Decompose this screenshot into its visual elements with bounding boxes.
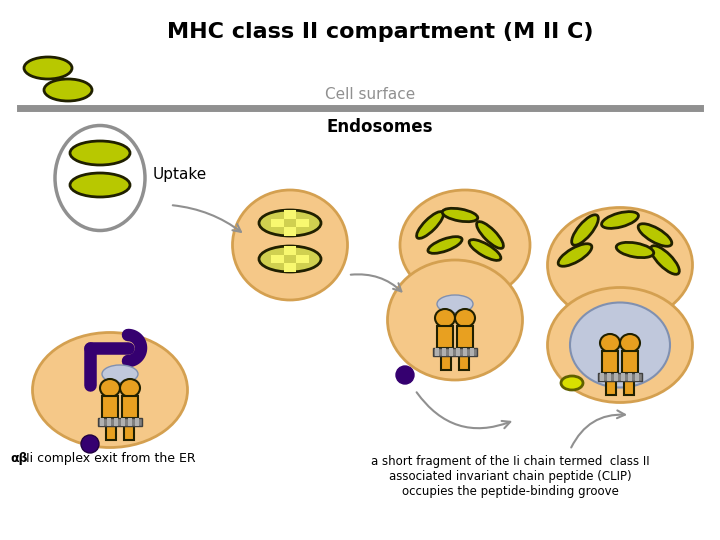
Bar [602,351,618,373]
Bar [437,326,453,348]
Bar [457,326,473,348]
Ellipse shape [651,246,679,274]
Bar [122,396,138,418]
Bar [606,381,616,395]
Ellipse shape [44,79,92,101]
Bar [135,418,139,426]
Text: αβ: αβ [10,452,27,465]
Ellipse shape [233,190,348,300]
Bar [296,255,309,264]
Bar [463,348,467,356]
Bar [114,418,118,426]
Bar [470,348,474,356]
Bar [628,373,632,381]
FancyArrowPatch shape [351,274,401,292]
Text: Ii complex exit from the ER: Ii complex exit from the ER [26,452,196,465]
Ellipse shape [437,295,473,313]
FancyArrowPatch shape [173,205,241,232]
Bar [271,255,284,264]
Bar [284,210,296,219]
Ellipse shape [435,309,455,327]
Ellipse shape [55,125,145,231]
Bar [98,418,142,426]
Ellipse shape [620,334,640,352]
Ellipse shape [570,302,670,388]
Ellipse shape [442,208,478,222]
Bar [459,356,469,370]
FancyArrowPatch shape [417,392,510,428]
Ellipse shape [638,224,672,246]
Bar [621,373,625,381]
Bar [433,348,477,356]
FancyArrowPatch shape [571,410,625,448]
Bar [100,418,104,426]
Bar [607,373,611,381]
Bar [284,246,296,255]
Ellipse shape [572,215,598,245]
Ellipse shape [547,287,693,402]
Ellipse shape [547,207,693,322]
Bar [449,348,453,356]
Bar [598,373,642,381]
Circle shape [396,366,414,384]
Ellipse shape [259,210,321,236]
Ellipse shape [100,379,120,397]
Ellipse shape [400,190,530,300]
Ellipse shape [417,212,444,239]
Ellipse shape [102,365,138,383]
Bar [106,426,116,440]
Bar [624,381,634,395]
Ellipse shape [600,334,620,352]
Text: Endosomes: Endosomes [327,118,433,136]
Ellipse shape [32,333,187,448]
Bar [284,227,296,236]
Ellipse shape [70,141,130,165]
Ellipse shape [558,244,592,266]
Bar [107,418,111,426]
Ellipse shape [601,212,639,228]
Bar [284,264,296,272]
Bar [600,373,604,381]
Ellipse shape [616,242,654,258]
Bar [128,418,132,426]
Ellipse shape [455,309,475,327]
Text: a short fragment of the Ii chain termed  class II
associated invariant chain pep: a short fragment of the Ii chain termed … [371,455,649,498]
Ellipse shape [24,57,72,79]
Bar [442,348,446,356]
Bar [435,348,439,356]
Bar [456,348,460,356]
Ellipse shape [120,379,140,397]
Bar [271,219,284,227]
Ellipse shape [259,246,321,272]
Bar [441,356,451,370]
Text: Cell surface: Cell surface [325,87,415,102]
Bar [622,351,638,373]
Bar [635,373,639,381]
Bar [614,373,618,381]
Bar [296,219,309,227]
Ellipse shape [428,237,462,253]
Bar [121,418,125,426]
Ellipse shape [70,173,130,197]
Ellipse shape [477,221,503,248]
Text: Uptake: Uptake [153,167,207,183]
Ellipse shape [469,240,501,260]
Text: MHC class II compartment (M II C): MHC class II compartment (M II C) [167,22,593,42]
Bar [124,426,134,440]
Ellipse shape [561,376,583,390]
Ellipse shape [387,260,523,380]
Circle shape [81,435,99,453]
Bar [102,396,118,418]
